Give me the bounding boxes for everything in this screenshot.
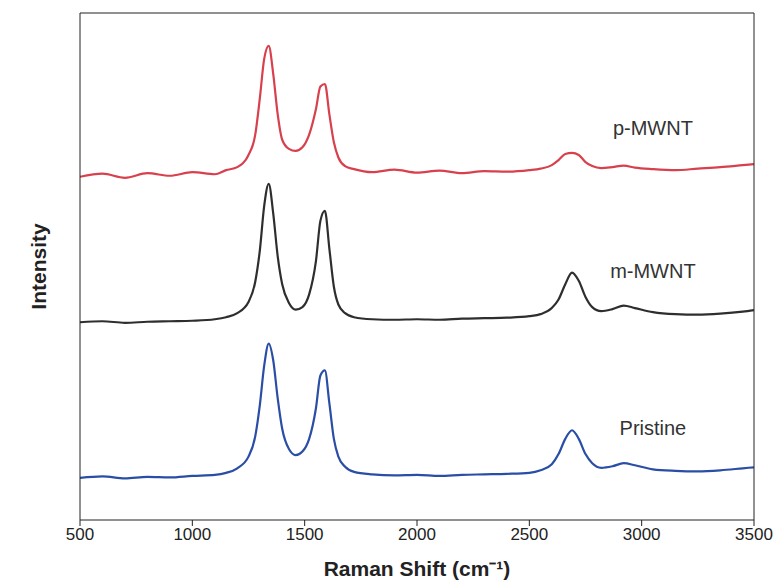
svg-text:Raman Shift (cm⁻¹): Raman Shift (cm⁻¹) xyxy=(324,557,511,580)
svg-text:3000: 3000 xyxy=(623,525,661,544)
svg-text:Pristine: Pristine xyxy=(620,417,687,439)
svg-text:m-MWNT: m-MWNT xyxy=(610,260,696,282)
svg-text:1000: 1000 xyxy=(173,525,211,544)
svg-text:3500: 3500 xyxy=(735,525,773,544)
svg-text:1500: 1500 xyxy=(286,525,324,544)
svg-text:Intensity: Intensity xyxy=(27,223,50,310)
svg-text:p-MWNT: p-MWNT xyxy=(613,117,693,139)
svg-text:2000: 2000 xyxy=(398,525,436,544)
svg-text:2500: 2500 xyxy=(510,525,548,544)
svg-text:500: 500 xyxy=(66,525,94,544)
